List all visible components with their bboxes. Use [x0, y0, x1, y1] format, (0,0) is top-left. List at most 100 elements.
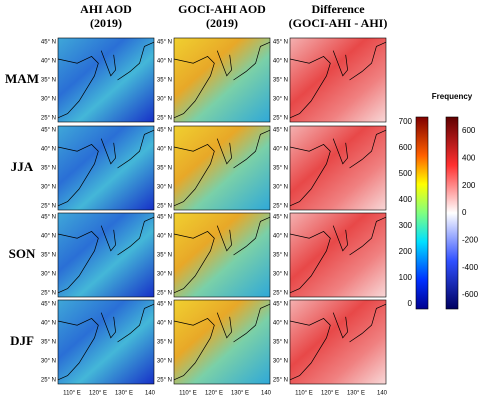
coastline	[173, 216, 271, 294]
lon-tick-label: 140	[145, 391, 156, 397]
lat-tick-label: 30° N	[157, 272, 172, 278]
lon-tick-label: 110° E	[63, 391, 81, 397]
colorbar-tick-label: -600	[462, 290, 479, 299]
colorbar-tick-label: -400	[462, 263, 479, 272]
lon-tick-label: 120° E	[321, 391, 339, 397]
coastline	[173, 41, 271, 119]
map-panel	[173, 212, 271, 298]
row-label: MAM	[5, 71, 39, 86]
lat-tick-label: 25° N	[157, 378, 172, 384]
lat-tick-label: 45° N	[273, 215, 288, 221]
lat-tick-label: 40° N	[41, 59, 56, 65]
lat-tick-label: 35° N	[273, 78, 288, 84]
map-panel	[289, 212, 387, 298]
lon-tick-label: 130° E	[347, 391, 365, 397]
lat-tick-label: 45° N	[41, 302, 56, 308]
lat-tick-label: 45° N	[273, 40, 288, 46]
lat-tick-label: 35° N	[41, 340, 56, 346]
lat-tick-label: 45° N	[41, 128, 56, 134]
lat-tick-label: 40° N	[273, 59, 288, 65]
lat-tick-label: 40° N	[157, 321, 172, 327]
colorbar-difference	[445, 116, 459, 310]
lat-tick-label: 35° N	[41, 78, 56, 84]
colorbar-tick-label: 400	[462, 153, 476, 162]
lat-tick-label: 40° N	[157, 59, 172, 65]
colorbar-tick-label: -200	[462, 235, 479, 244]
lat-tick-label: 35° N	[157, 340, 172, 346]
lat-tick-label: 40° N	[273, 147, 288, 153]
lat-tick-label: 35° N	[157, 166, 172, 172]
map-panel	[173, 37, 271, 123]
row-label: JJA	[11, 159, 34, 174]
coastline	[289, 216, 387, 294]
lat-tick-label: 45° N	[157, 40, 172, 46]
colorbar-tick-label: 500	[399, 169, 413, 178]
colorbar-tick-label: 200	[462, 181, 476, 190]
lat-tick-label: 35° N	[273, 340, 288, 346]
colorbar-tick-label: 300	[399, 221, 413, 230]
column-subtitle: (GOCI-AHI - AHI)	[289, 16, 388, 30]
colorbar-tick-label: 400	[399, 195, 413, 204]
lat-tick-label: 30° N	[157, 359, 172, 365]
lat-tick-label: 30° N	[273, 272, 288, 278]
coastline	[289, 129, 387, 207]
lat-tick-label: 30° N	[41, 185, 56, 191]
lat-tick-label: 40° N	[41, 147, 56, 153]
lat-tick-label: 25° N	[273, 116, 288, 122]
lon-tick-label: 110° E	[295, 391, 313, 397]
coastline	[173, 303, 271, 381]
colorbar-tick-label: 600	[462, 126, 476, 135]
lat-tick-label: 45° N	[273, 302, 288, 308]
map-panel	[289, 37, 387, 123]
lat-tick-label: 30° N	[273, 97, 288, 103]
lat-tick-label: 25° N	[157, 116, 172, 122]
lat-tick-label: 40° N	[41, 234, 56, 240]
lon-tick-label: 130° E	[231, 391, 249, 397]
lat-tick-label: 30° N	[157, 185, 172, 191]
lat-tick-label: 35° N	[273, 166, 288, 172]
lon-tick-label: 120° E	[205, 391, 223, 397]
row-label: SON	[9, 246, 36, 261]
lat-tick-label: 25° N	[157, 291, 172, 297]
map-panel	[289, 125, 387, 211]
lat-tick-label: 35° N	[157, 253, 172, 259]
lat-tick-label: 25° N	[41, 291, 56, 297]
lat-tick-label: 35° N	[273, 253, 288, 259]
lat-tick-label: 40° N	[273, 321, 288, 327]
lat-tick-label: 30° N	[273, 359, 288, 365]
coastline	[289, 303, 387, 381]
column-subtitle: (2019)	[206, 16, 238, 30]
coastline	[57, 129, 155, 207]
lon-tick-label: 130° E	[115, 391, 133, 397]
lat-tick-label: 45° N	[157, 128, 172, 134]
coastline	[57, 41, 155, 119]
lat-tick-label: 45° N	[41, 215, 56, 221]
lat-tick-label: 45° N	[41, 40, 56, 46]
lat-tick-label: 25° N	[273, 378, 288, 384]
colorbar-tick-label: 0	[462, 208, 467, 217]
row-label: DJF	[10, 333, 34, 348]
lat-tick-label: 25° N	[273, 291, 288, 297]
lat-tick-label: 30° N	[41, 272, 56, 278]
lon-tick-label: 140	[377, 391, 388, 397]
lat-tick-label: 40° N	[273, 234, 288, 240]
column-subtitle: (2019)	[90, 16, 122, 30]
colorbar-tick-label: 0	[408, 299, 413, 308]
lat-tick-label: 30° N	[41, 97, 56, 103]
lat-tick-label: 35° N	[41, 166, 56, 172]
lat-tick-label: 40° N	[41, 321, 56, 327]
lat-tick-label: 30° N	[273, 185, 288, 191]
lat-tick-label: 45° N	[157, 215, 172, 221]
column-title: GOCI-AHI AOD	[178, 2, 266, 16]
lat-tick-label: 35° N	[157, 78, 172, 84]
lat-tick-label: 45° N	[157, 302, 172, 308]
map-panel	[57, 125, 155, 211]
lat-tick-label: 40° N	[157, 147, 172, 153]
lat-tick-label: 25° N	[41, 204, 56, 210]
lon-tick-label: 120° E	[89, 391, 107, 397]
lat-tick-label: 45° N	[273, 128, 288, 134]
column-title: AHI AOD	[80, 2, 132, 16]
column-title: Difference	[311, 2, 365, 16]
map-panel	[57, 37, 155, 123]
